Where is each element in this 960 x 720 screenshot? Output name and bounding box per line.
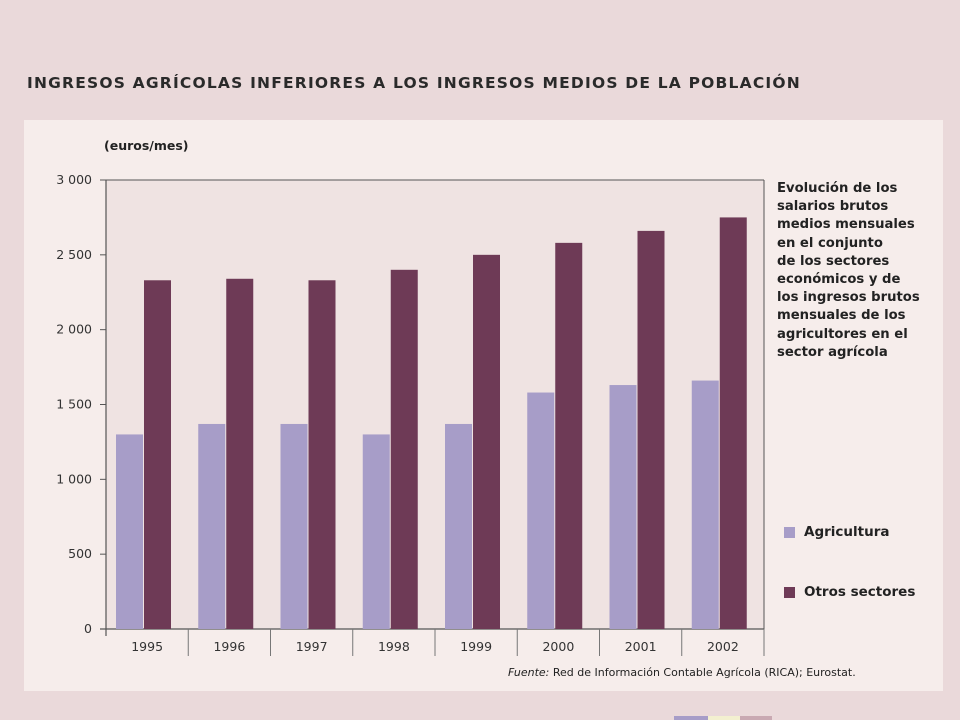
bar-agricultura-1995 (116, 434, 143, 629)
legend-label-otros-sectores: Otros sectores (804, 584, 916, 600)
x-tick-label: 2002 (707, 639, 739, 654)
x-tick-label: 2001 (625, 639, 657, 654)
x-tick-label: 2000 (542, 639, 574, 654)
bar-chart: (euros/mes) 0 500 1 000 1 500 2 000 2 500 3 00… (56, 138, 765, 656)
legend-label-agricultura: Agricultura (804, 524, 890, 540)
bar-otros-sectores-1997 (308, 280, 336, 629)
y-tick-label: 2 000 (56, 322, 92, 337)
bar-otros-sectores-1995 (144, 280, 171, 629)
x-tick-label: 1997 (296, 639, 328, 654)
source-label: Fuente: (508, 666, 550, 679)
bar-otros-sectores-1999 (473, 254, 500, 630)
source-text: Red de Información Contable Agrícola (RI… (549, 666, 856, 679)
bar-agricultura-1998 (362, 434, 390, 629)
y-tick-label: 1 500 (56, 397, 92, 412)
y-tick-label: 1 000 (56, 471, 92, 486)
bar-agricultura-1997 (280, 423, 308, 629)
bar-otros-sectores-1996 (226, 278, 254, 629)
x-tick-label: 1999 (460, 639, 492, 654)
bar-agricultura-1996 (198, 423, 226, 629)
x-tick-label: 1998 (378, 639, 410, 654)
x-tick-label: 1995 (131, 639, 163, 654)
y-axis-label: (euros/mes) (104, 138, 189, 153)
bar-agricultura-1999 (445, 423, 472, 629)
bottom-color-strip-1 (674, 716, 708, 720)
bar-otros-sectores-2000 (555, 242, 583, 630)
bar-agricultura-2001 (609, 385, 637, 629)
legend-item-otros-sectores: Otros sectores (784, 584, 915, 600)
y-tick-label: 0 (84, 621, 92, 636)
page-title: INGRESOS AGRÍCOLAS INFERIORES A LOS INGR… (27, 74, 801, 92)
chart-annotation: Evolución de los salarios brutos medios … (777, 181, 920, 360)
source-footnote: Fuente: Red de Información Contable Agrí… (508, 666, 856, 679)
bar-agricultura-2000 (527, 392, 555, 629)
bar-agricultura-2002 (691, 380, 719, 629)
y-tick-label: 2 500 (56, 247, 92, 262)
y-tick-label: 3 000 (56, 172, 92, 187)
x-tick-label: 1996 (213, 639, 245, 654)
bottom-color-strip-2 (708, 716, 740, 720)
legend-swatch-otros-sectores (784, 586, 795, 598)
bar-otros-sectores-1998 (390, 269, 418, 629)
bar-otros-sectores-2001 (637, 230, 665, 629)
legend-item-agricultura: Agricultura (784, 524, 889, 540)
bottom-color-strip-3 (740, 716, 772, 720)
bar-otros-sectores-2002 (719, 217, 747, 629)
chart-panel: (euros/mes) 0 500 1 000 1 500 2 000 2 500 3 00… (24, 120, 943, 691)
y-tick-label: 500 (68, 546, 92, 561)
legend-swatch-agricultura (784, 526, 795, 538)
